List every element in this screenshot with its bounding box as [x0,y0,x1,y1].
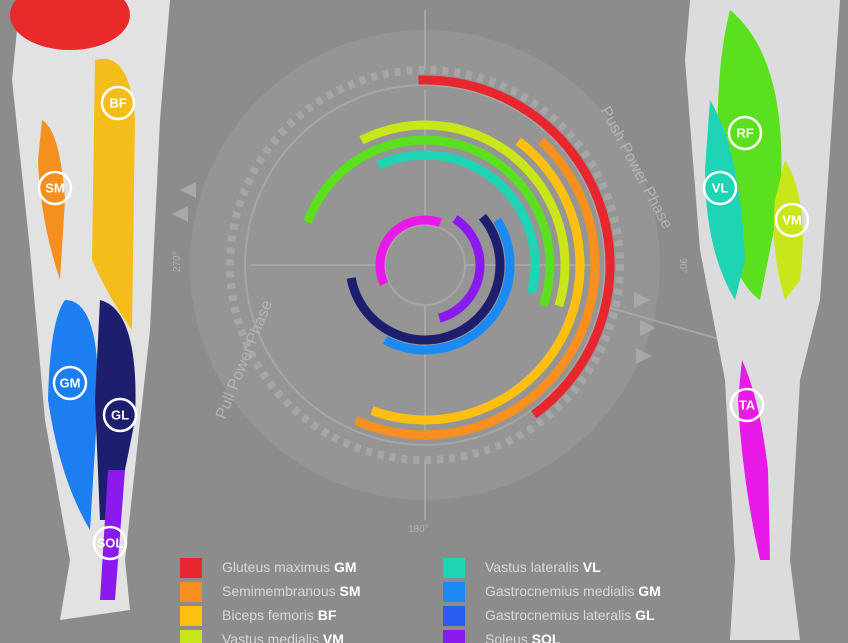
legend-name: Semimembranous [222,583,336,599]
arc [303,135,555,308]
arc [418,75,615,419]
angle-label: 180° [408,524,429,535]
legend-entry: Gluteus maximus GM [222,559,357,575]
legend-swatch [180,606,202,626]
legend-abbr: SOL [532,631,561,643]
badge-ring [729,387,765,423]
badge: RF [727,115,763,151]
badge-label: SM [45,181,65,196]
badge-label: GM [60,376,81,391]
angle-label: 270° [172,251,183,272]
muscle-badges: BF SM GM GL SOL RF VL VM TA [37,85,810,561]
legend-name: Soleus [485,631,528,643]
legend-name: Gastrocnemius medialis [485,583,634,599]
arc [346,213,505,345]
legend-entry: Gastrocnemius lateralis GL [485,607,655,623]
legend-abbr: GM [334,559,357,575]
legend-abbr: GL [635,607,655,623]
legend-abbr: SM [340,583,361,599]
angle-label: 90° [677,258,688,273]
badge: SOL [92,525,128,561]
badge-ring [100,85,136,121]
legend-swatch [443,606,465,626]
legend-abbr: VL [583,559,601,575]
legend-swatch [443,582,465,602]
badge: SM [37,170,73,206]
legend-name: Biceps femoris [222,607,314,623]
legend-swatch [180,582,202,602]
badge-ring [727,115,763,151]
legend-entry: Biceps femoris BF [222,607,337,623]
legend-entry: Gastrocnemius medialis GM [485,583,661,599]
badge: GL [102,397,138,433]
legend-swatch [443,558,465,578]
badge: VM [774,202,810,238]
badge-label: TA [739,398,756,413]
badge: BF [100,85,136,121]
arc [375,215,442,286]
legend-entry: Vastus medialis VM [222,631,344,643]
badge: GM [52,365,88,401]
arc [359,120,570,308]
legend-swatch [180,558,202,578]
legend-swatch [180,630,202,643]
badge-ring [702,170,738,206]
arc [370,137,585,425]
arc [382,217,515,355]
right-leg [685,0,840,640]
legend-name: Vastus medialis [222,631,319,643]
arc [354,137,600,440]
activation-arcs [303,75,615,440]
badge-label: GL [111,408,129,423]
legend-abbr: GM [638,583,661,599]
badge: VL [702,170,738,206]
arc [376,150,540,295]
legend-name: Vastus lateralis [485,559,579,575]
arc [437,215,485,323]
badge-ring [52,365,88,401]
legend-swatch [443,630,465,643]
left-leg [10,0,170,620]
badge: TA [729,387,765,423]
legend-name: Gluteus maximus [222,559,330,575]
legend-entry: Vastus lateralis VL [485,559,601,575]
legend-abbr: VM [323,631,344,643]
badge-ring [37,170,73,206]
badge-label: RF [736,126,753,141]
legend-entry: Semimembranous SM [222,583,361,599]
badge-label: SOL [97,536,124,551]
legend-abbr: BF [318,607,337,623]
legend-entry: Soleus SOL [485,631,561,643]
badge-label: VL [712,181,729,196]
badge-ring [102,397,138,433]
legend-name: Gastrocnemius lateralis [485,607,631,623]
badge-label: VM [782,213,802,228]
badge-label: BF [109,96,126,111]
badge-ring [92,525,128,561]
badge-ring [774,202,810,238]
